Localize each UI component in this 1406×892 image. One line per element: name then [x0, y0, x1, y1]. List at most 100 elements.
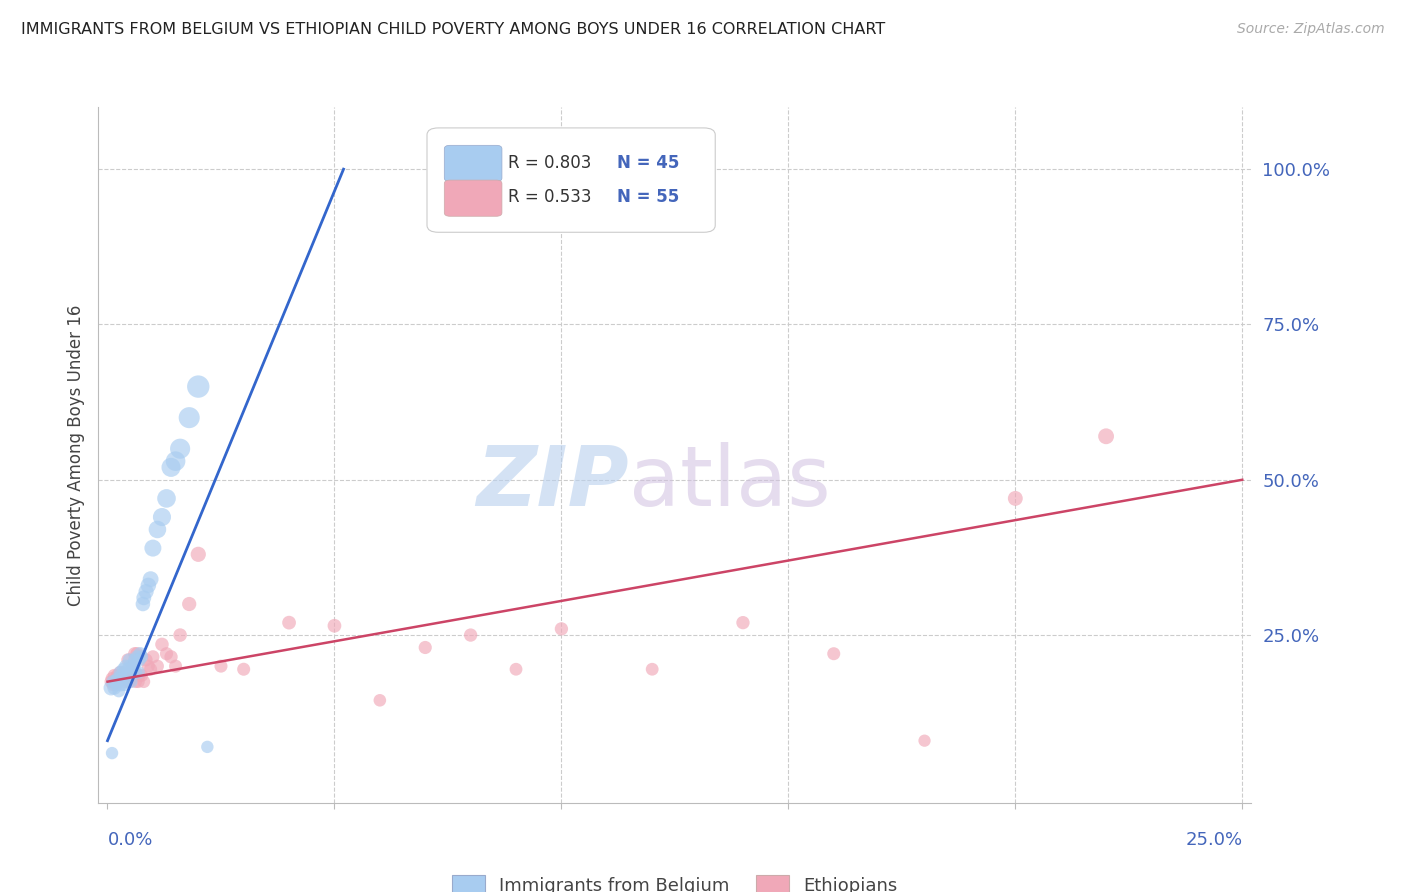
Point — [114, 678, 136, 692]
Point — [110, 678, 132, 692]
Text: 25.0%: 25.0% — [1185, 830, 1243, 849]
Point — [139, 662, 162, 676]
Point — [121, 662, 143, 676]
Point — [505, 662, 527, 676]
Point — [187, 379, 209, 393]
Point — [114, 674, 136, 689]
Point — [132, 591, 155, 605]
Point — [129, 647, 152, 661]
Point — [120, 672, 142, 686]
Point — [138, 659, 160, 673]
Point — [138, 578, 160, 592]
Point — [169, 442, 191, 456]
Point — [104, 674, 127, 689]
Point — [124, 653, 146, 667]
Point — [114, 659, 136, 673]
Point — [120, 674, 142, 689]
Text: atlas: atlas — [628, 442, 831, 524]
Point — [120, 665, 142, 680]
Point — [120, 659, 142, 673]
Point — [823, 647, 845, 661]
Point — [155, 491, 177, 506]
Point — [125, 649, 148, 664]
FancyBboxPatch shape — [427, 128, 716, 232]
Point — [550, 622, 572, 636]
Point — [115, 672, 138, 686]
Point — [122, 668, 145, 682]
Point — [413, 640, 436, 655]
Point — [115, 668, 138, 682]
Point — [105, 678, 128, 692]
Point — [110, 668, 132, 682]
Point — [104, 674, 127, 689]
Point — [1095, 429, 1118, 443]
Point — [135, 653, 157, 667]
Point — [108, 665, 131, 680]
Point — [101, 678, 124, 692]
Point — [114, 674, 136, 689]
Text: R = 0.533: R = 0.533 — [508, 188, 591, 206]
Point — [323, 619, 346, 633]
Point — [1004, 491, 1026, 506]
Point — [179, 597, 201, 611]
Point — [107, 668, 129, 682]
Text: Source: ZipAtlas.com: Source: ZipAtlas.com — [1237, 22, 1385, 37]
FancyBboxPatch shape — [444, 145, 502, 181]
Point — [135, 584, 157, 599]
Point — [187, 547, 209, 561]
Point — [139, 572, 162, 586]
Point — [150, 637, 173, 651]
Point — [142, 541, 165, 555]
Text: 0.0%: 0.0% — [107, 830, 153, 849]
Point — [128, 653, 150, 667]
Text: N = 45: N = 45 — [617, 153, 679, 171]
Point — [101, 746, 124, 760]
Point — [132, 674, 155, 689]
Point — [146, 659, 169, 673]
Point — [914, 733, 936, 747]
Point — [124, 647, 146, 661]
Point — [132, 597, 155, 611]
Point — [165, 454, 187, 468]
Point — [118, 653, 141, 667]
Point — [114, 665, 136, 680]
Point — [107, 672, 129, 686]
Point — [641, 662, 664, 676]
Point — [124, 674, 146, 689]
Point — [127, 674, 149, 689]
Point — [209, 659, 232, 673]
Point — [169, 628, 191, 642]
Point — [131, 649, 153, 664]
Point — [101, 674, 124, 689]
Point — [103, 681, 125, 695]
Point — [121, 659, 143, 673]
Point — [179, 410, 201, 425]
Point — [112, 672, 135, 686]
Point — [460, 628, 482, 642]
Text: R = 0.803: R = 0.803 — [508, 153, 591, 171]
Point — [232, 662, 254, 676]
Text: N = 55: N = 55 — [617, 188, 679, 206]
Point — [160, 649, 183, 664]
Point — [111, 672, 134, 686]
Point — [165, 659, 187, 673]
Legend: Immigrants from Belgium, Ethiopians: Immigrants from Belgium, Ethiopians — [444, 868, 905, 892]
Point — [368, 693, 391, 707]
Text: ZIP: ZIP — [477, 442, 628, 524]
Point — [146, 523, 169, 537]
Y-axis label: Child Poverty Among Boys Under 16: Child Poverty Among Boys Under 16 — [66, 304, 84, 606]
Point — [108, 684, 131, 698]
Point — [124, 665, 146, 680]
Point — [117, 662, 139, 676]
Point — [101, 672, 124, 686]
Point — [131, 668, 153, 682]
Point — [108, 665, 131, 680]
Text: IMMIGRANTS FROM BELGIUM VS ETHIOPIAN CHILD POVERTY AMONG BOYS UNDER 16 CORRELATI: IMMIGRANTS FROM BELGIUM VS ETHIOPIAN CHI… — [21, 22, 886, 37]
Point — [125, 647, 148, 661]
Point — [117, 653, 139, 667]
FancyBboxPatch shape — [444, 180, 502, 216]
Point — [108, 674, 131, 689]
Point — [160, 460, 183, 475]
Point — [110, 672, 132, 686]
Point — [122, 659, 145, 673]
